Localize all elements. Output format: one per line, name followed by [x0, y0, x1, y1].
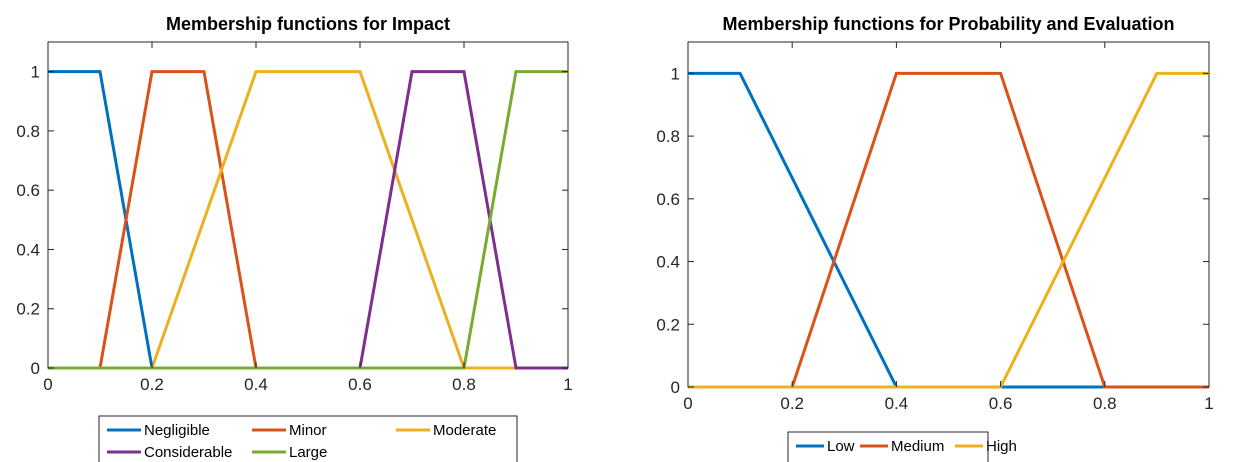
- chart-title: Membership functions for Impact: [166, 14, 450, 34]
- x-tick-label: 0.2: [780, 394, 804, 413]
- legend-label-considerable: Considerable: [144, 444, 232, 461]
- chart-panel-1: Membership functions for Impact 0 0.2 0.4 0.…: [16, 14, 573, 462]
- axes-box: [47, 41, 569, 369]
- x-tick-label: 0.4: [885, 394, 909, 413]
- y-tick-label: 0: [31, 359, 40, 378]
- y-tick-label: 0.2: [16, 300, 40, 319]
- series-line-medium: [688, 71, 1209, 389]
- legend-box: [98, 415, 518, 462]
- y-tick-label: 0.4: [16, 240, 40, 259]
- x-tick-label: 0.6: [989, 394, 1013, 413]
- y-tick-label: 0.4: [656, 253, 680, 272]
- series-line-high: [688, 71, 1209, 389]
- x-tick-label: 1: [563, 375, 572, 394]
- y-tick-label: 1: [671, 64, 680, 83]
- legend-label-minor: Minor: [289, 422, 327, 439]
- axes-box: [687, 41, 1210, 388]
- legend-label-medium: Medium: [891, 438, 944, 455]
- x-tick-label: 0.6: [348, 375, 372, 394]
- x-tick-label: 0: [683, 394, 692, 413]
- series-line-low: [688, 71, 1209, 389]
- legend: Low Medium High: [787, 431, 1017, 462]
- chart-panel-2: Membership functions for Probability and…: [656, 14, 1214, 462]
- x-tick-label: 0.8: [1093, 394, 1117, 413]
- legend-label-moderate: Moderate: [433, 422, 496, 439]
- x-tick-label: 0.8: [452, 375, 476, 394]
- x-tick-label: 0.2: [140, 375, 164, 394]
- legend-label-low: Low: [827, 438, 855, 455]
- y-tick-label: 0.8: [656, 127, 680, 146]
- legend-label-negligible: Negligible: [144, 422, 210, 439]
- x-tick-label: 1: [1204, 394, 1213, 413]
- legend: Negligible Minor Moderate Considerable Large: [98, 415, 518, 462]
- y-tick-label: 0.6: [16, 181, 40, 200]
- y-tick-label: 1: [31, 63, 40, 82]
- y-tick-label: 0.8: [16, 122, 40, 141]
- x-tick-label: 0.4: [244, 375, 268, 394]
- chart-title: Membership functions for Probability and…: [722, 14, 1174, 34]
- y-tick-label: 0.6: [656, 190, 680, 209]
- legend-label-high: High: [986, 438, 1017, 455]
- x-tick-label: 0: [43, 375, 52, 394]
- legend-label-large: Large: [289, 444, 327, 461]
- y-tick-label: 0: [671, 378, 680, 397]
- y-tick-label: 0.2: [656, 315, 680, 334]
